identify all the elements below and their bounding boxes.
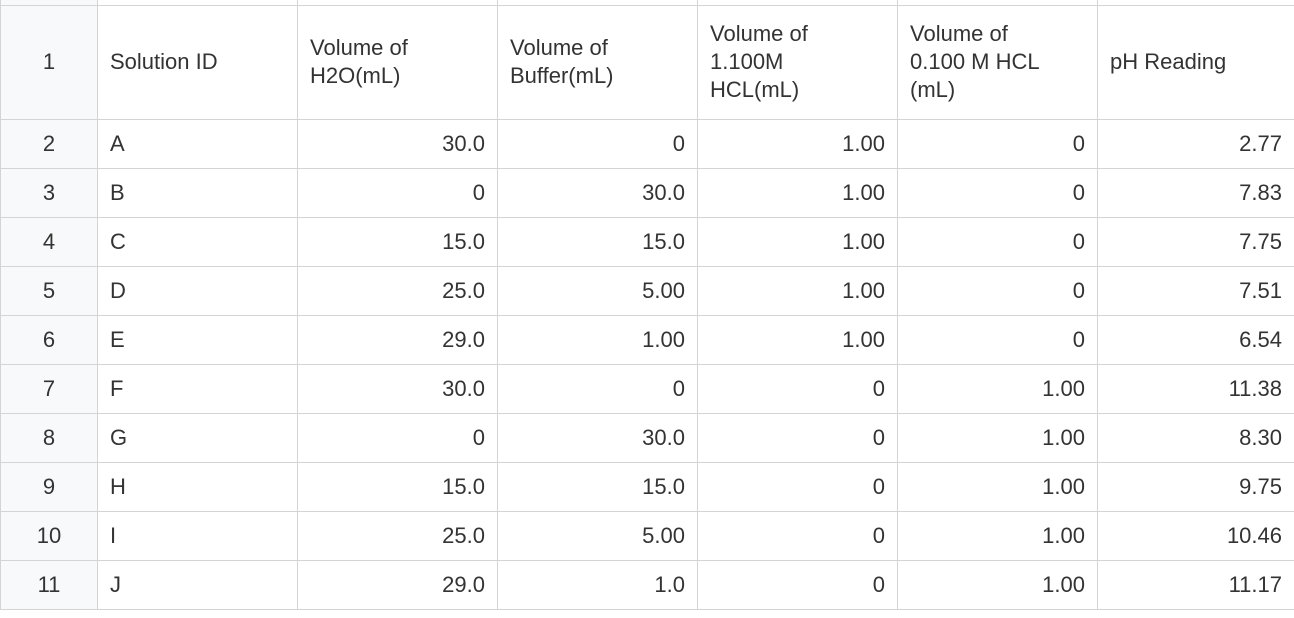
row-number: 1: [0, 4, 98, 120]
cell: 1.0: [497, 559, 698, 610]
cell: 0: [297, 412, 498, 463]
cell: 15.0: [497, 216, 698, 267]
cell: 6.54: [1097, 314, 1294, 365]
cell: H: [97, 461, 298, 512]
header-text: Solution ID: [110, 49, 218, 74]
cell: 1.00: [697, 118, 898, 169]
row-number: 11: [0, 559, 98, 610]
cell: 1.00: [897, 510, 1098, 561]
cell: 8.30: [1097, 412, 1294, 463]
cell: 15.0: [297, 216, 498, 267]
row-number: 9: [0, 461, 98, 512]
cell: 7.83: [1097, 167, 1294, 218]
header-cell: pH Reading: [1097, 4, 1294, 120]
cell: 1.00: [697, 314, 898, 365]
header-text: Volume of Buffer(mL): [510, 35, 614, 88]
cell: 1.00: [897, 363, 1098, 414]
header-text: Volume of 1.100M HCL(mL): [710, 21, 808, 102]
header-cell: Volume of 1.100M HCL(mL): [697, 4, 898, 120]
data-row: 11 J 29.0 1.0 0 1.00 11.17: [0, 559, 1294, 610]
cell: 0: [897, 265, 1098, 316]
cell: 1.00: [697, 265, 898, 316]
cell: 0: [897, 314, 1098, 365]
row-number: 7: [0, 363, 98, 414]
cell: 25.0: [297, 265, 498, 316]
cell: 7.51: [1097, 265, 1294, 316]
header-text: Volume of 0.100 M HCL (mL): [910, 21, 1039, 102]
data-row: 9 H 15.0 15.0 0 1.00 9.75: [0, 461, 1294, 512]
cell: 1.00: [897, 461, 1098, 512]
cell: 0: [897, 167, 1098, 218]
cell: 30.0: [497, 167, 698, 218]
cell: 0: [697, 461, 898, 512]
header-cell: Solution ID: [97, 4, 298, 120]
cell: B: [97, 167, 298, 218]
cell: 0: [897, 216, 1098, 267]
cell: 5.00: [497, 510, 698, 561]
header-text: pH Reading: [1110, 49, 1227, 74]
data-row: 3 B 0 30.0 1.00 0 7.83: [0, 167, 1294, 218]
row-number: 5: [0, 265, 98, 316]
cell: 10.46: [1097, 510, 1294, 561]
cell: D: [97, 265, 298, 316]
cell: 1.00: [697, 216, 898, 267]
header-row: 1 Solution ID Volume of H2O(mL) Volume of B…: [0, 4, 1294, 120]
cell: F: [97, 363, 298, 414]
cell: J: [97, 559, 298, 610]
cell: 5.00: [497, 265, 698, 316]
cell: 0: [697, 412, 898, 463]
cell: 0: [897, 118, 1098, 169]
cell: 30.0: [297, 363, 498, 414]
cell: G: [97, 412, 298, 463]
cell: 30.0: [297, 118, 498, 169]
row-number: 6: [0, 314, 98, 365]
cell: 1.00: [697, 167, 898, 218]
data-row: 8 G 0 30.0 0 1.00 8.30: [0, 412, 1294, 463]
data-row: 2 A 30.0 0 1.00 0 2.77: [0, 118, 1294, 169]
cell: 15.0: [297, 461, 498, 512]
cell: 29.0: [297, 314, 498, 365]
header-cell: Volume of 0.100 M HCL (mL): [897, 4, 1098, 120]
cell: 29.0: [297, 559, 498, 610]
cell: 15.0: [497, 461, 698, 512]
row-number: 10: [0, 510, 98, 561]
cell: 2.77: [1097, 118, 1294, 169]
cell: 0: [697, 510, 898, 561]
data-row: 10 I 25.0 5.00 0 1.00 10.46: [0, 510, 1294, 561]
header-text: Volume of H2O(mL): [310, 35, 408, 88]
header-cell: Volume of Buffer(mL): [497, 4, 698, 120]
cell: E: [97, 314, 298, 365]
cell: 0: [697, 559, 898, 610]
row-number: 3: [0, 167, 98, 218]
cell: 7.75: [1097, 216, 1294, 267]
cell: 0: [297, 167, 498, 218]
cell: I: [97, 510, 298, 561]
cell: 25.0: [297, 510, 498, 561]
data-row: 4 C 15.0 15.0 1.00 0 7.75: [0, 216, 1294, 267]
data-row: 7 F 30.0 0 0 1.00 11.38: [0, 363, 1294, 414]
cell: A: [97, 118, 298, 169]
header-cell: Volume of H2O(mL): [297, 4, 498, 120]
cell: 1.00: [497, 314, 698, 365]
data-row: 6 E 29.0 1.00 1.00 0 6.54: [0, 314, 1294, 365]
cell: 0: [497, 118, 698, 169]
cell: 30.0: [497, 412, 698, 463]
cell: 1.00: [897, 559, 1098, 610]
cell: 9.75: [1097, 461, 1294, 512]
cell: 0: [497, 363, 698, 414]
row-number: 8: [0, 412, 98, 463]
row-number: 2: [0, 118, 98, 169]
cell: 11.38: [1097, 363, 1294, 414]
cell: C: [97, 216, 298, 267]
cell: 11.17: [1097, 559, 1294, 610]
row-number: 4: [0, 216, 98, 267]
data-row: 5 D 25.0 5.00 1.00 0 7.51: [0, 265, 1294, 316]
cell: 0: [697, 363, 898, 414]
cell: 1.00: [897, 412, 1098, 463]
